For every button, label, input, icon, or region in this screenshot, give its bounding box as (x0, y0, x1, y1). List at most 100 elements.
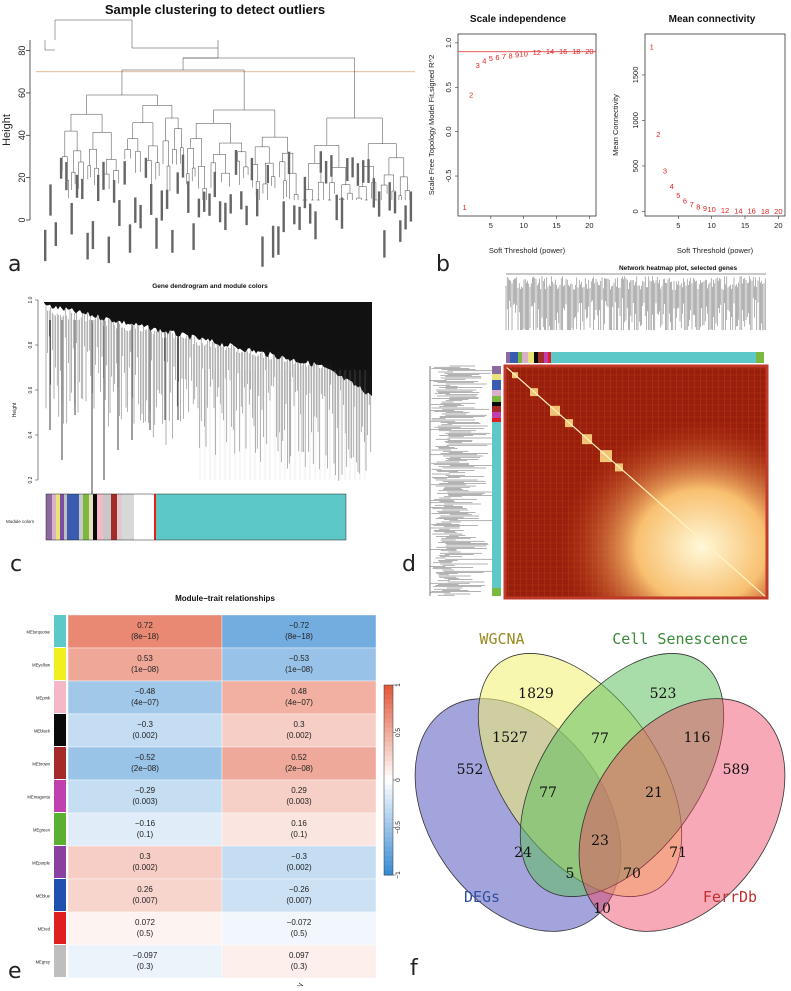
p-value: (0.002) (132, 731, 158, 740)
panel-e: Module−trait relationships MEturquoise 0.… (0, 585, 420, 991)
power-point: 3 (663, 167, 667, 176)
power-point: 9 (703, 204, 707, 213)
module-name-label: MEmagenta (27, 795, 50, 800)
count-degs-only: 552 (457, 762, 484, 778)
count-wgcna-only: 1829 (518, 686, 554, 702)
scale-independence-title: Scale independence (470, 14, 567, 25)
power-point: 16 (747, 207, 755, 216)
module-color-swatch (54, 780, 66, 812)
count-wgcna-cell-degs: 77 (539, 785, 557, 801)
correlation-cell (67, 911, 223, 946)
correlation-value: −0.48 (135, 687, 156, 696)
correlation-cell (67, 614, 223, 649)
correlation-cell (67, 878, 223, 913)
power-point: 2 (469, 90, 473, 99)
correlation-cell (221, 911, 377, 946)
p-value: (0.5) (291, 929, 308, 938)
module-color-swatch (54, 912, 66, 944)
p-value: (0.002) (286, 863, 312, 872)
venn-diagram: WGCNA Cell Senescence DEGs FerrDb 1829 5… (414, 630, 786, 932)
heatmap-left-dendrogram (429, 365, 497, 596)
panel-d: Network heatmap plot, selected genes (400, 258, 791, 603)
correlation-cell (67, 845, 223, 880)
panel-a-y-axis: 0 20 40 60 80 (17, 46, 30, 223)
module-name-label: MEred (38, 927, 51, 932)
y-tick-label: 20 (17, 173, 27, 183)
power-point: 1 (650, 43, 654, 52)
correlation-cell (67, 944, 223, 979)
x-tick-label: 5 (676, 221, 680, 230)
panel-c: Gene dendrogram and module colors 0.2 0.4… (0, 280, 400, 590)
p-value: (0.1) (291, 830, 308, 839)
module-color-bar (45, 493, 347, 541)
correlation-value: −0.072 (287, 918, 312, 927)
correlation-value: −0.097 (133, 951, 158, 960)
legend-tick-label: −1 (395, 871, 402, 879)
x-tick-label: 20 (585, 221, 593, 230)
venn-set-label-wgcna: WGCNA (479, 630, 524, 648)
panel-d-title: Network heatmap plot, selected genes (619, 265, 738, 272)
power-point: 5 (489, 54, 493, 63)
count-wgcna-degs: 1527 (492, 730, 528, 746)
p-value: (0.3) (137, 962, 154, 971)
module-color-swatch (54, 945, 66, 977)
y-tick-label: 40 (17, 130, 27, 140)
soft-threshold-plots: Scale independence -0.50.00.51.05 10 15 20 … (427, 14, 786, 255)
panel-a-label: a (8, 252, 22, 277)
p-value: (8e−18) (285, 632, 313, 641)
p-value: (0.5) (137, 929, 154, 938)
panel-f: WGCNA Cell Senescence DEGs FerrDb 1829 5… (400, 610, 791, 986)
x-tick-label: 10 (707, 221, 715, 230)
count-wgcna-degs-ferr: 70 (623, 866, 641, 882)
x-tick-label: 15 (552, 221, 560, 230)
p-value: (2e−08) (131, 764, 159, 773)
power-point: 18 (572, 47, 580, 56)
y-tick-label: 0.4 (28, 431, 34, 438)
network-heatmap: Network heatmap plot, selected genes (429, 265, 769, 600)
power-point: 10 (707, 205, 715, 214)
panel-c-ylabel: Height (12, 402, 18, 417)
mean-connectivity-title: Mean connectivity (669, 14, 756, 25)
count-degs-ferr: 10 (593, 901, 611, 917)
p-value: (0.007) (132, 896, 158, 905)
gene-tree-branches (44, 302, 372, 500)
mean-connectivity-xlabel: Soft Threshold (power) (677, 246, 754, 255)
p-value: (4e−07) (285, 698, 313, 707)
p-value: (0.007) (286, 896, 312, 905)
p-value: (1e−08) (285, 665, 313, 674)
correlation-value: 0.097 (289, 951, 310, 960)
panel-e-label: e (8, 959, 22, 984)
dendrogram-leaf-labels (44, 150, 413, 267)
p-value: (2e−08) (285, 764, 313, 773)
y-tick-label: -0.5 (444, 170, 453, 183)
module-color-swatch (54, 813, 66, 845)
correlation-value: −0.53 (289, 654, 310, 663)
module-name-label: MEpink (36, 696, 51, 701)
p-value: (0.1) (137, 830, 154, 839)
venn-set-label-degs: DEGs (464, 888, 500, 906)
correlation-value: 0.52 (291, 753, 307, 762)
correlation-value: 0.53 (137, 654, 153, 663)
power-point: 3 (476, 61, 480, 70)
mean-connectivity-ylabel: Mean Connectivity (611, 94, 620, 156)
power-point: 8 (508, 51, 512, 60)
count-cell-only: 523 (650, 686, 677, 702)
heatmap-matrix (503, 364, 769, 600)
p-value: (4e−07) (131, 698, 159, 707)
panel-a-title: Sample clustering to detect outliers (105, 2, 325, 17)
power-point: 20 (774, 207, 782, 216)
power-point: 6 (495, 53, 499, 62)
legend-tick-label: 0 (395, 778, 402, 782)
ferrdb-ellipse (578, 698, 786, 932)
module-colors-label: Module colors (6, 519, 35, 524)
correlation-cell (221, 878, 377, 913)
module-color-swatch (54, 846, 66, 878)
venn-ellipses (414, 653, 786, 932)
module-color-swatch (54, 615, 66, 647)
y-tick-label: 0.2 (28, 476, 34, 483)
module-trait-cells: MEturquoise 0.72 (8e−18) −0.72 (8e−18) MEyell… (26, 614, 377, 979)
y-tick-label: 80 (17, 46, 27, 56)
power-point: 12 (533, 48, 541, 57)
p-value: (1e−08) (131, 665, 159, 674)
correlation-cell (67, 713, 223, 748)
